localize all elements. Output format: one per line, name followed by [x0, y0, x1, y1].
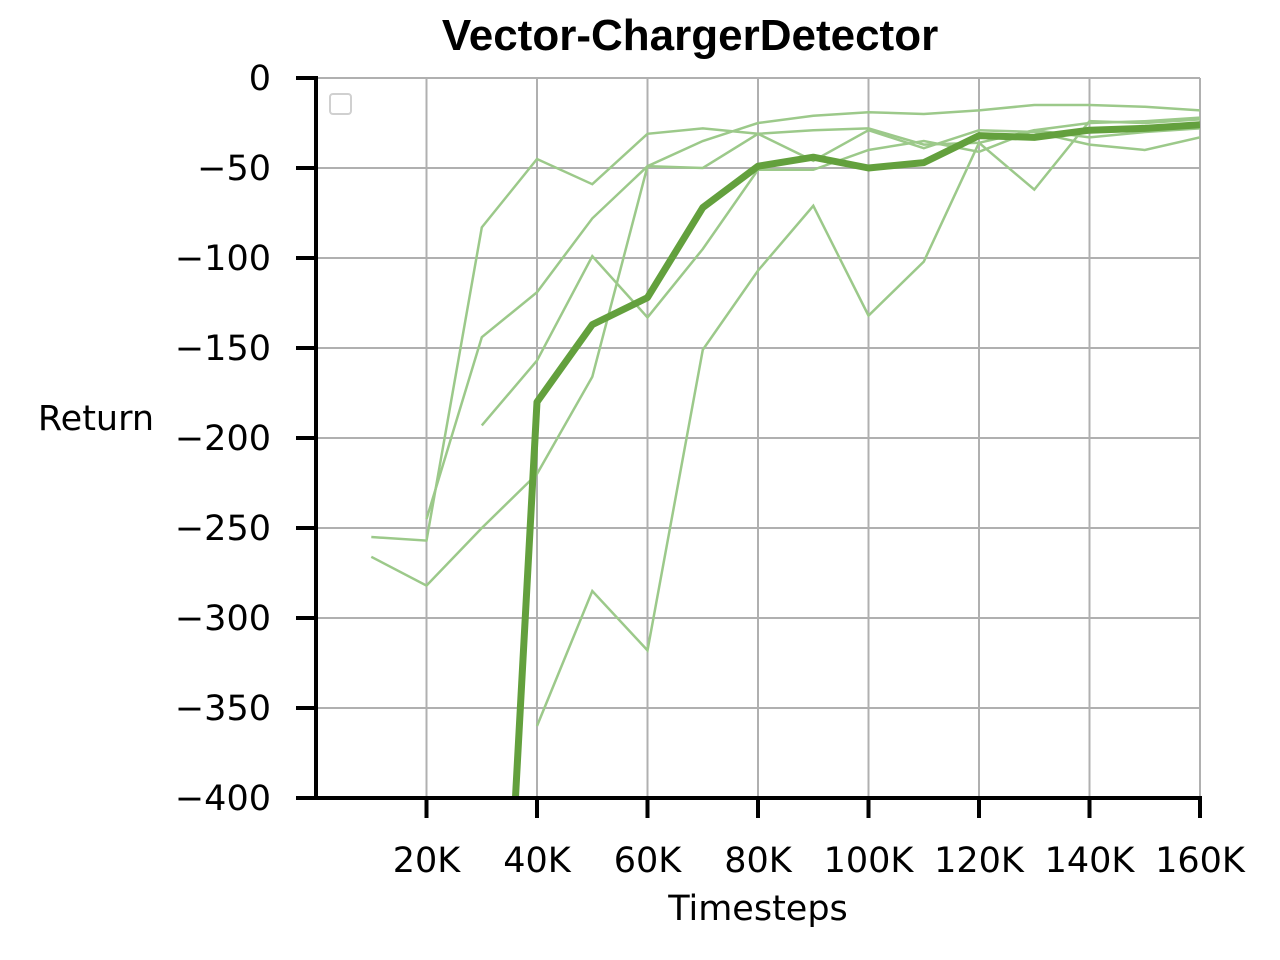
mean-line	[511, 121, 1200, 798]
y-tick-label: −400	[175, 779, 271, 819]
x-tick-label: 40K	[503, 841, 572, 881]
axes	[296, 76, 1202, 818]
x-tick-label: 120K	[934, 841, 1025, 881]
x-axis-label: Timesteps	[667, 889, 848, 929]
x-tick-label: 80K	[724, 841, 793, 881]
run-line-2	[370, 128, 1200, 588]
run-line-5	[535, 118, 1200, 727]
y-tick-label: −350	[175, 689, 271, 729]
y-tick-label: −50	[197, 149, 271, 189]
y-tick-label: 0	[249, 59, 271, 99]
y-tick-label: −100	[175, 239, 271, 279]
x-tick-label: 100K	[824, 841, 915, 881]
mean-series-line-1	[511, 121, 1200, 798]
y-tick-label: −150	[175, 329, 271, 369]
individual-run-lines	[370, 103, 1200, 727]
x-tick-label: 20K	[393, 841, 462, 881]
grid-lines	[316, 77, 1201, 799]
y-tick-label: −200	[175, 419, 271, 459]
y-axis-label: Return	[38, 399, 154, 439]
run-line-1	[371, 127, 1200, 542]
x-tick-label: 140K	[1045, 841, 1136, 881]
run-line-3	[425, 103, 1200, 520]
y-tick-label: −250	[175, 509, 271, 549]
x-tick-label: 60K	[614, 841, 683, 881]
y-tick-label: −300	[175, 599, 271, 639]
x-tick-label: 160K	[1155, 841, 1246, 881]
chart-title: Vector-ChargerDetector	[442, 11, 938, 60]
legend-box	[329, 93, 352, 115]
tick-labels: 0 −50 −100 −150 −200 −250 −300 −350 −400 20K 40K 60…	[175, 59, 1246, 881]
